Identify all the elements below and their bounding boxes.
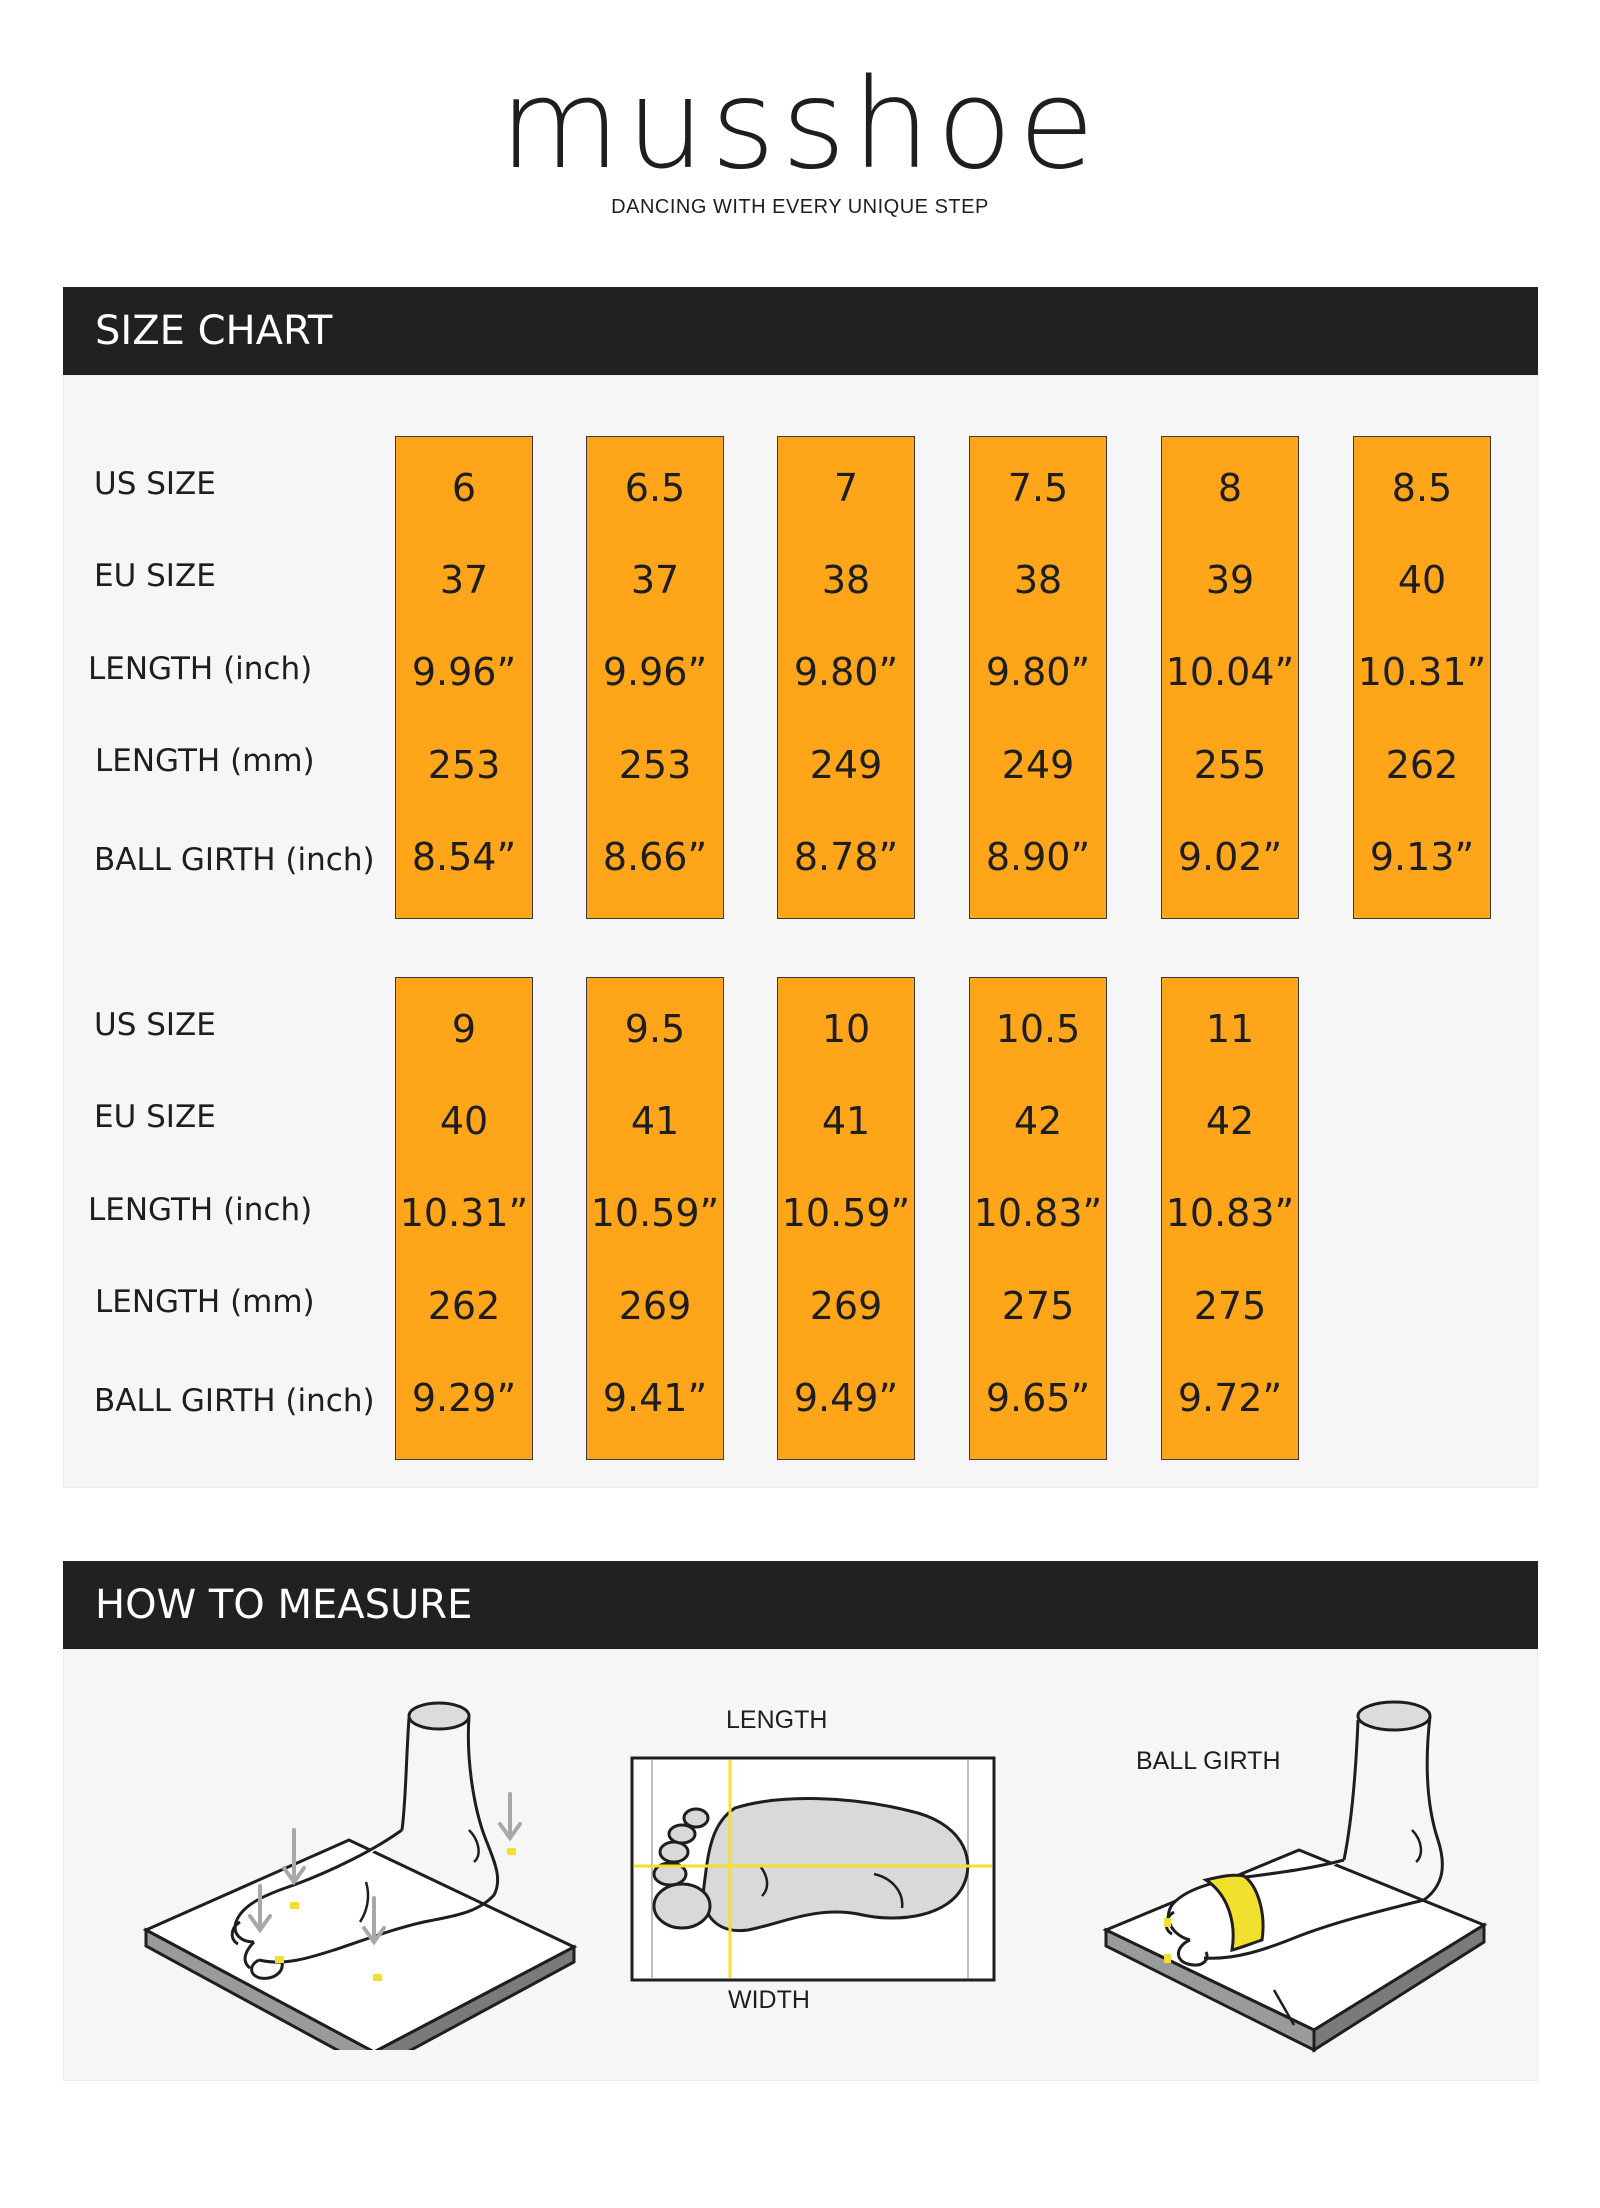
size-column: 8 39 10.04” 255 9.02” (1161, 436, 1299, 919)
row-label-length-mm: LENGTH (mm) (95, 743, 315, 779)
length-inch-value: 9.80” (793, 650, 899, 694)
eu-size-value: 39 (1205, 558, 1255, 602)
size-column: 9.5 41 10.59” 269 9.41” (586, 977, 724, 1460)
row-label-eu-size: EU SIZE (94, 1099, 216, 1135)
ball-girth-value: 8.90” (985, 835, 1091, 879)
length-mm-value: 269 (809, 1284, 883, 1328)
size-chart-title: SIZE CHART (95, 308, 333, 354)
eu-size-value: 38 (821, 558, 871, 602)
foot-on-board-illustration (142, 1701, 578, 2050)
ball-girth-illustration (1102, 1700, 1488, 2053)
us-size-value: 11 (1205, 1007, 1255, 1051)
length-inch-value: 10.59” (781, 1191, 911, 1235)
ball-girth-value: 9.65” (985, 1376, 1091, 1420)
eu-size-value: 37 (439, 558, 489, 602)
eu-size-value: 41 (630, 1099, 680, 1143)
length-mm-value: 249 (809, 743, 883, 787)
length-mm-value: 269 (618, 1284, 692, 1328)
row-label-ball-girth: BALL GIRTH (inch) (94, 1383, 375, 1419)
row-label-length-mm: LENGTH (mm) (95, 1284, 315, 1320)
ball-girth-value: 9.02” (1177, 835, 1283, 879)
length-inch-value: 10.31” (399, 1191, 529, 1235)
length-mm-value: 253 (618, 743, 692, 787)
ball-girth-value: 9.41” (602, 1376, 708, 1420)
us-size-value: 9.5 (624, 1007, 686, 1051)
how-to-measure-title: HOW TO MEASURE (95, 1582, 473, 1628)
us-size-value: 6.5 (624, 466, 686, 510)
row-label-us-size: US SIZE (94, 1007, 216, 1043)
length-mm-value: 275 (1193, 1284, 1267, 1328)
length-mm-value: 262 (1385, 743, 1459, 787)
size-column: 6.5 37 9.96” 253 8.66” (586, 436, 724, 919)
size-column: 11 42 10.83” 275 9.72” (1161, 977, 1299, 1460)
eu-size-value: 37 (630, 558, 680, 602)
eu-size-value: 42 (1013, 1099, 1063, 1143)
us-size-value: 10 (821, 1007, 871, 1051)
us-size-value: 8 (1217, 466, 1243, 510)
length-mm-value: 275 (1001, 1284, 1075, 1328)
length-inch-value: 10.04” (1165, 650, 1295, 694)
eu-size-value: 41 (821, 1099, 871, 1143)
eu-size-value: 40 (1397, 558, 1447, 602)
footprint-illustration (630, 1756, 996, 1982)
brand-tagline: DANCING WITH EVERY UNIQUE STEP (611, 196, 989, 218)
size-column: 7.5 38 9.80” 249 8.90” (969, 436, 1107, 919)
how-to-measure-header: HOW TO MEASURE (63, 1561, 1538, 1649)
length-mm-value: 253 (427, 743, 501, 787)
size-column: 10 41 10.59” 269 9.49” (777, 977, 915, 1460)
width-label: WIDTH (728, 1986, 810, 2014)
length-inch-value: 10.83” (973, 1191, 1103, 1235)
ball-girth-value: 9.49” (793, 1376, 899, 1420)
length-inch-value: 9.80” (985, 650, 1091, 694)
us-size-value: 6 (451, 466, 477, 510)
us-size-value: 7.5 (1007, 466, 1069, 510)
size-column: 9 40 10.31” 262 9.29” (395, 977, 533, 1460)
size-column: 7 38 9.80” 249 8.78” (777, 436, 915, 919)
size-block-2: US SIZE EU SIZE LENGTH (inch) LENGTH (mm… (64, 977, 1539, 1462)
length-inch-value: 9.96” (602, 650, 708, 694)
length-label: LENGTH (726, 1706, 828, 1734)
size-column: 8.5 40 10.31” 262 9.13” (1353, 436, 1491, 919)
ball-girth-value: 9.29” (411, 1376, 517, 1420)
row-label-us-size: US SIZE (94, 466, 216, 502)
length-inch-value: 10.31” (1357, 650, 1487, 694)
length-inch-value: 9.96” (411, 650, 517, 694)
row-label-ball-girth: BALL GIRTH (inch) (94, 842, 375, 878)
eu-size-value: 40 (439, 1099, 489, 1143)
ball-girth-value: 9.13” (1369, 835, 1475, 879)
size-chart-header: SIZE CHART (63, 287, 1538, 375)
row-label-length-inch: LENGTH (inch) (88, 651, 313, 687)
ball-girth-label: BALL GIRTH (1136, 1747, 1281, 1775)
length-mm-value: 255 (1193, 743, 1267, 787)
ball-girth-value: 9.72” (1177, 1376, 1283, 1420)
size-block-1: US SIZE EU SIZE LENGTH (inch) LENGTH (mm… (64, 436, 1539, 921)
size-column: 6 37 9.96” 253 8.54” (395, 436, 533, 919)
ball-girth-value: 8.78” (793, 835, 899, 879)
us-size-value: 10.5 (995, 1007, 1081, 1051)
ball-girth-value: 8.66” (602, 835, 708, 879)
ball-girth-value: 8.54” (411, 835, 517, 879)
eu-size-value: 38 (1013, 558, 1063, 602)
row-label-eu-size: EU SIZE (94, 558, 216, 594)
size-column: 10.5 42 10.83” 275 9.65” (969, 977, 1107, 1460)
us-size-value: 8.5 (1391, 466, 1453, 510)
length-inch-value: 10.59” (590, 1191, 720, 1235)
length-inch-value: 10.83” (1165, 1191, 1295, 1235)
length-mm-value: 249 (1001, 743, 1075, 787)
how-to-measure-panel: LENGTH WIDTH BALL GIRTH (63, 1649, 1538, 2081)
row-label-length-inch: LENGTH (inch) (88, 1192, 313, 1228)
us-size-value: 9 (451, 1007, 477, 1051)
us-size-value: 7 (833, 466, 859, 510)
length-mm-value: 262 (427, 1284, 501, 1328)
brand-logo: musshoe (499, 53, 1101, 197)
eu-size-value: 42 (1205, 1099, 1255, 1143)
size-chart-panel: US SIZE EU SIZE LENGTH (inch) LENGTH (mm… (63, 375, 1538, 1488)
